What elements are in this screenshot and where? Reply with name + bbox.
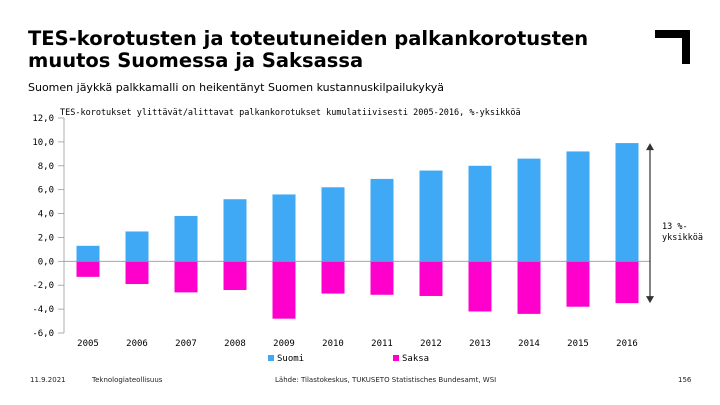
bar-suomi-2015 <box>566 151 590 262</box>
y-tick-label: 6,0 <box>38 186 54 196</box>
bar-saksa-2011 <box>370 261 394 295</box>
y-tick-label: 12,0 <box>32 114 54 124</box>
x-tick-label: 2006 <box>126 339 148 349</box>
legend-label-saksa: Saksa <box>402 354 429 364</box>
x-tick-label: 2005 <box>77 339 99 349</box>
annotation-label: yksikköä <box>662 233 703 243</box>
x-tick-label: 2015 <box>567 339 589 349</box>
page-title: TES-korotusten ja toteutuneiden palkanko… <box>28 27 589 72</box>
x-tick-label: 2010 <box>322 339 344 349</box>
y-tick-label: 2,0 <box>38 233 54 243</box>
bar-saksa-2014 <box>517 261 541 314</box>
chart-title: TES-korotukset ylittävät/alittavat palka… <box>60 108 521 118</box>
page-subtitle: Suomen jäykkä palkkamalli on heikentänyt… <box>28 81 445 94</box>
footer-page: 156 <box>678 376 692 384</box>
bar-suomi-2006 <box>125 231 149 262</box>
annotation-arrowhead-up <box>646 143 654 151</box>
x-tick-label: 2009 <box>273 339 295 349</box>
bar-saksa-2016 <box>615 261 639 304</box>
bar-suomi-2011 <box>370 178 394 262</box>
legend-label-suomi: Suomi <box>277 354 304 364</box>
y-tick-label: 10,0 <box>32 138 54 148</box>
y-tick-label: -6,0 <box>32 329 54 339</box>
bar-saksa-2010 <box>321 261 345 294</box>
bar-suomi-2009 <box>272 194 296 262</box>
bar-saksa-2012 <box>419 261 443 296</box>
bar-suomi-2007 <box>174 215 198 262</box>
annotation-label: 13 %- <box>662 222 688 232</box>
bar-suomi-2010 <box>321 187 345 262</box>
bar-saksa-2005 <box>76 261 100 277</box>
bar-suomi-2013 <box>468 165 492 262</box>
bar-suomi-2008 <box>223 199 247 262</box>
bar-suomi-2005 <box>76 245 100 262</box>
y-tick-label: 8,0 <box>38 162 54 172</box>
x-tick-label: 2013 <box>469 339 491 349</box>
y-tick-label: -4,0 <box>32 305 54 315</box>
bar-saksa-2006 <box>125 261 149 285</box>
bar-suomi-2016 <box>615 143 639 262</box>
footer-org: Teknologiateollisuus <box>92 376 163 384</box>
bar-suomi-2012 <box>419 170 443 262</box>
x-tick-label: 2011 <box>371 339 393 349</box>
bar-saksa-2013 <box>468 261 492 312</box>
x-tick-label: 2007 <box>175 339 197 349</box>
legend-swatch-saksa <box>393 355 399 361</box>
y-tick-label: -2,0 <box>32 281 54 291</box>
x-tick-label: 2014 <box>518 339 540 349</box>
footer-date: 11.9.2021 <box>30 376 66 384</box>
legend-swatch-suomi <box>268 355 274 361</box>
bar-saksa-2015 <box>566 261 590 307</box>
x-tick-label: 2012 <box>420 339 442 349</box>
bar-saksa-2007 <box>174 261 198 293</box>
footer-source: Lähde: Tilastokeskus, TUKUSETO Statistis… <box>275 376 497 384</box>
y-tick-label: 4,0 <box>38 210 54 220</box>
bar-suomi-2014 <box>517 158 541 262</box>
bar-saksa-2009 <box>272 261 296 319</box>
brand-logo-icon <box>655 30 690 64</box>
annotation-arrowhead-down <box>646 296 654 304</box>
x-tick-label: 2008 <box>224 339 246 349</box>
y-tick-label: 0,0 <box>38 257 54 267</box>
bar-saksa-2008 <box>223 261 247 290</box>
x-tick-label: 2016 <box>616 339 638 349</box>
